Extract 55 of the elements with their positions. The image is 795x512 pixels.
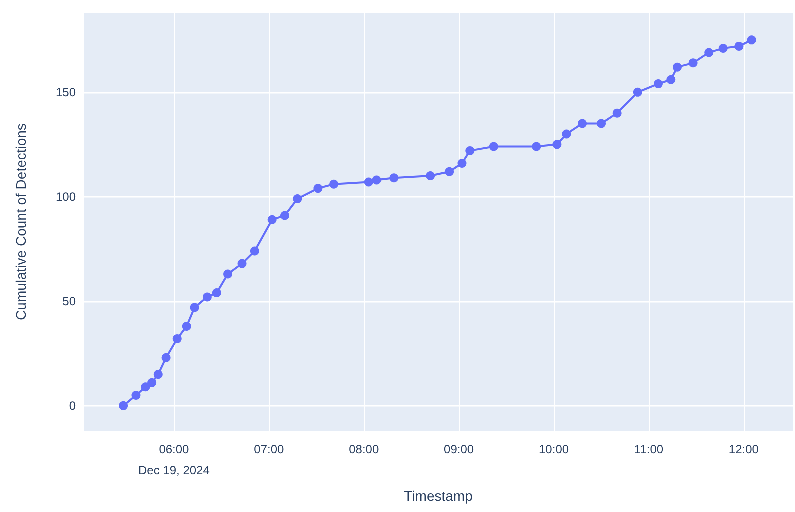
x-axis-title: Timestamp [404,488,474,504]
x-tick-label: 10:00 [539,442,570,456]
point [578,119,588,128]
point [672,62,682,72]
point [633,88,642,97]
point [202,292,212,302]
point [552,140,562,150]
point [238,259,247,268]
point [250,246,260,256]
point [489,142,498,152]
point [372,176,382,185]
point [666,75,676,84]
point [280,211,290,220]
point [119,401,128,410]
point [212,288,222,298]
point [747,36,756,45]
point [466,146,475,156]
y-tick-label: 50 [62,294,76,308]
point [532,142,542,152]
x-tick-label: 11:00 [634,442,664,456]
point [612,108,622,118]
point [224,270,233,279]
point [458,158,467,168]
point [426,172,436,181]
point [704,48,714,58]
point [718,44,728,54]
y-tick-label: 0 [69,398,76,413]
x-tick-label: 12:00 [728,442,760,456]
x-tick-label: 06:00 Dec 19, 2024 [138,442,210,478]
x-tick-label: 08:00 [349,442,380,456]
y-axis-title: Cumulative Count of Detections [13,124,29,320]
point [132,390,141,400]
point [654,80,663,89]
point [148,378,157,388]
point [293,194,302,204]
point [688,58,698,68]
point [445,167,454,176]
point [141,382,150,392]
point [162,353,171,362]
x-tick-label: 09:00 [444,442,474,456]
point [390,174,399,183]
point [314,184,323,194]
point [154,370,163,380]
point [182,322,192,331]
point [562,130,572,139]
x-tick-label: 07:00 [254,442,285,456]
point [172,334,182,344]
point [330,180,339,189]
point [190,303,200,312]
point [597,119,606,128]
y-tick-label: 150 [56,85,76,100]
point [734,42,744,51]
point [364,178,374,187]
y-tick-label: 100 [56,190,76,204]
point [268,215,277,224]
